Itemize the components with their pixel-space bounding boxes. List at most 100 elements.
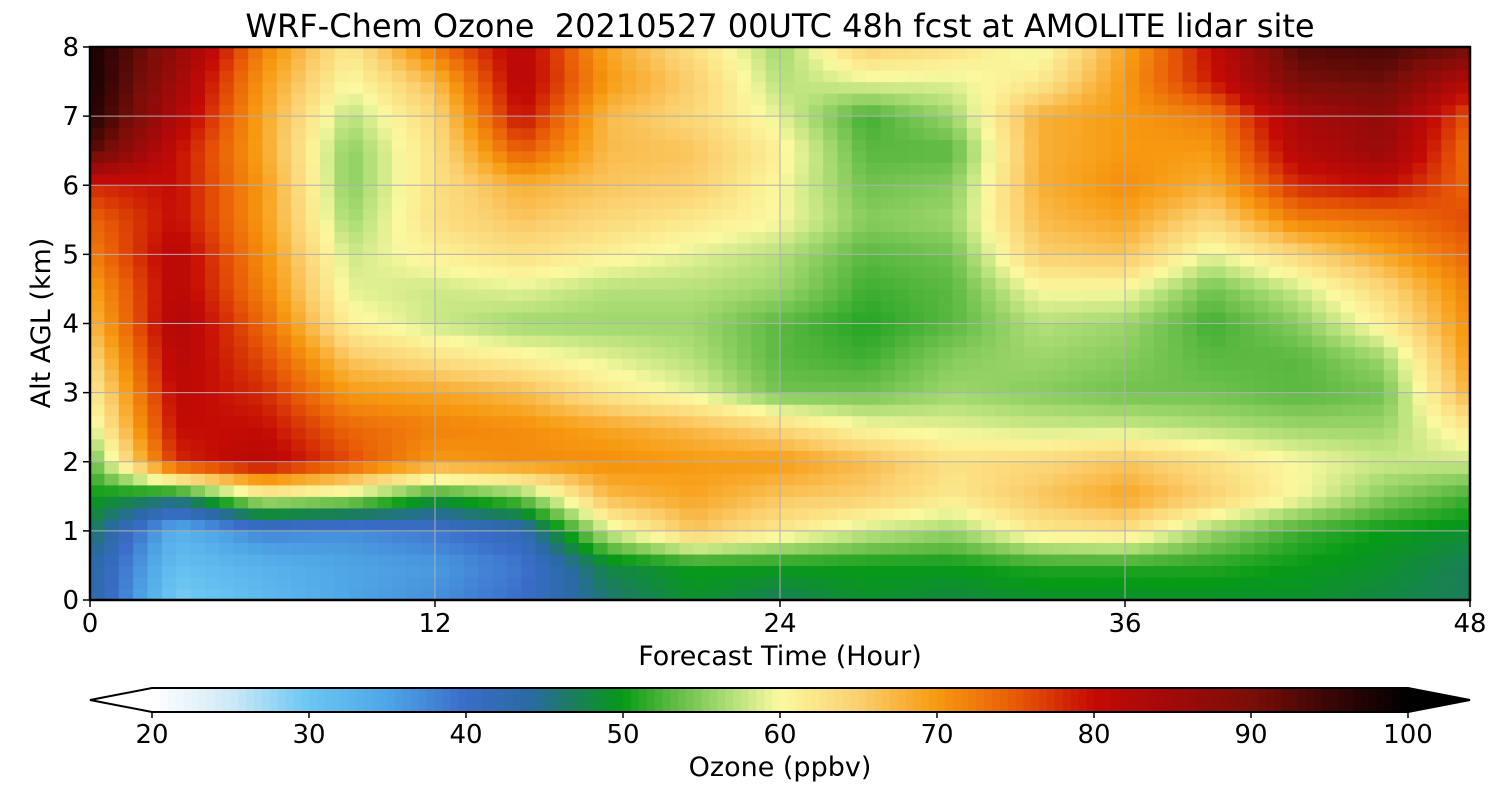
heatmap-cell bbox=[952, 496, 968, 509]
colorbar-segment bbox=[1400, 688, 1409, 712]
heatmap-cell bbox=[506, 473, 522, 486]
y-tick-label: 5 bbox=[62, 240, 79, 270]
colorbar-segment bbox=[293, 688, 302, 712]
heatmap-cell bbox=[966, 162, 982, 175]
heatmap-cell bbox=[420, 173, 436, 186]
heatmap-cell bbox=[550, 542, 565, 555]
heatmap-cell bbox=[320, 553, 335, 567]
heatmap-cell bbox=[808, 484, 824, 497]
heatmap-cell bbox=[1283, 381, 1299, 394]
heatmap-cell bbox=[650, 484, 666, 497]
heatmap-cell bbox=[550, 116, 565, 129]
heatmap-cell bbox=[1340, 265, 1356, 279]
heatmap-cell bbox=[190, 404, 206, 417]
heatmap-cell bbox=[391, 311, 407, 325]
heatmap-cell bbox=[808, 427, 824, 440]
heatmap-cell bbox=[550, 427, 565, 440]
heatmap-cell bbox=[1426, 565, 1442, 578]
heatmap-cell bbox=[708, 116, 724, 129]
heatmap-cell bbox=[621, 346, 637, 359]
heatmap-cell bbox=[1340, 93, 1356, 106]
heatmap-cell bbox=[1139, 461, 1155, 474]
heatmap-cell bbox=[1182, 553, 1198, 567]
heatmap-cell bbox=[952, 311, 968, 325]
heatmap-cell bbox=[1182, 139, 1198, 152]
heatmap-cell bbox=[593, 553, 609, 567]
heatmap-cell bbox=[147, 507, 163, 520]
x-tick-label: 0 bbox=[82, 609, 99, 639]
heatmap-cell bbox=[1283, 530, 1299, 543]
heatmap-cell bbox=[1053, 427, 1069, 440]
heatmap-cell bbox=[578, 196, 594, 209]
heatmap-cell bbox=[866, 173, 882, 186]
heatmap-cell bbox=[1355, 311, 1370, 325]
heatmap-cell bbox=[1038, 473, 1054, 486]
heatmap-cell bbox=[1297, 47, 1313, 60]
heatmap-cell bbox=[478, 392, 494, 405]
heatmap-cell bbox=[1412, 127, 1428, 140]
heatmap-cell bbox=[190, 196, 206, 209]
heatmap-cell bbox=[118, 427, 134, 440]
heatmap-cell bbox=[320, 473, 335, 486]
heatmap-cell bbox=[147, 219, 163, 232]
heatmap-cell bbox=[291, 415, 307, 428]
heatmap-cell bbox=[938, 196, 954, 209]
heatmap-cell bbox=[938, 93, 954, 106]
colorbar-segment bbox=[466, 688, 475, 712]
heatmap-cell bbox=[348, 358, 364, 371]
heatmap-cell bbox=[1081, 415, 1097, 428]
heatmap-cell bbox=[1125, 300, 1140, 313]
heatmap-cell bbox=[1311, 116, 1327, 129]
heatmap-cell bbox=[665, 81, 680, 94]
heatmap-cell bbox=[1297, 335, 1313, 348]
heatmap-cell bbox=[1240, 346, 1255, 359]
heatmap-cell bbox=[995, 381, 1011, 394]
colorbar-segment bbox=[1117, 688, 1126, 712]
heatmap-cell bbox=[1283, 47, 1299, 60]
heatmap-cell bbox=[1196, 588, 1212, 601]
heatmap-cell bbox=[420, 139, 436, 152]
heatmap-cell bbox=[1369, 242, 1385, 255]
heatmap-cell bbox=[607, 323, 623, 336]
heatmap-cell bbox=[895, 242, 910, 255]
heatmap-cell bbox=[506, 427, 522, 440]
heatmap-cell bbox=[578, 461, 594, 474]
heatmap-cell bbox=[1254, 450, 1270, 463]
heatmap-cell bbox=[1139, 93, 1155, 106]
heatmap-cell bbox=[1441, 588, 1457, 601]
heatmap-cell bbox=[1268, 127, 1284, 140]
heatmap-cell bbox=[1211, 542, 1227, 555]
heatmap-cell bbox=[650, 58, 666, 71]
heatmap-cell bbox=[736, 369, 752, 382]
heatmap-cell bbox=[118, 404, 134, 417]
colorbar-segment bbox=[623, 688, 632, 712]
heatmap-cell bbox=[1110, 208, 1126, 221]
heatmap-cell bbox=[449, 335, 465, 348]
heatmap-cell bbox=[1254, 496, 1270, 509]
heatmap-cell bbox=[391, 427, 407, 440]
heatmap-cell bbox=[851, 93, 867, 106]
heatmap-cell bbox=[1455, 116, 1471, 129]
heatmap-cell bbox=[765, 530, 781, 543]
heatmap-cell bbox=[190, 173, 206, 186]
heatmap-cell bbox=[578, 219, 594, 232]
heatmap-cell bbox=[765, 185, 781, 198]
heatmap-cell bbox=[1412, 461, 1428, 474]
heatmap-cell bbox=[1196, 358, 1212, 371]
heatmap-cell bbox=[938, 565, 954, 578]
heatmap-cell bbox=[1268, 369, 1284, 382]
heatmap-cell bbox=[506, 519, 522, 532]
heatmap-cell bbox=[276, 519, 292, 532]
heatmap-cell bbox=[736, 438, 752, 451]
heatmap-cell bbox=[1426, 496, 1442, 509]
heatmap-cell bbox=[133, 254, 149, 267]
heatmap-cell bbox=[880, 450, 896, 463]
heatmap-cell bbox=[1441, 162, 1457, 175]
heatmap-cell bbox=[1211, 47, 1227, 60]
heatmap-cell bbox=[1211, 358, 1227, 371]
heatmap-cell bbox=[1383, 530, 1399, 543]
heatmap-cell bbox=[133, 58, 149, 71]
heatmap-cell bbox=[909, 484, 925, 497]
heatmap-cell bbox=[1412, 381, 1428, 394]
heatmap-cell bbox=[880, 47, 896, 60]
